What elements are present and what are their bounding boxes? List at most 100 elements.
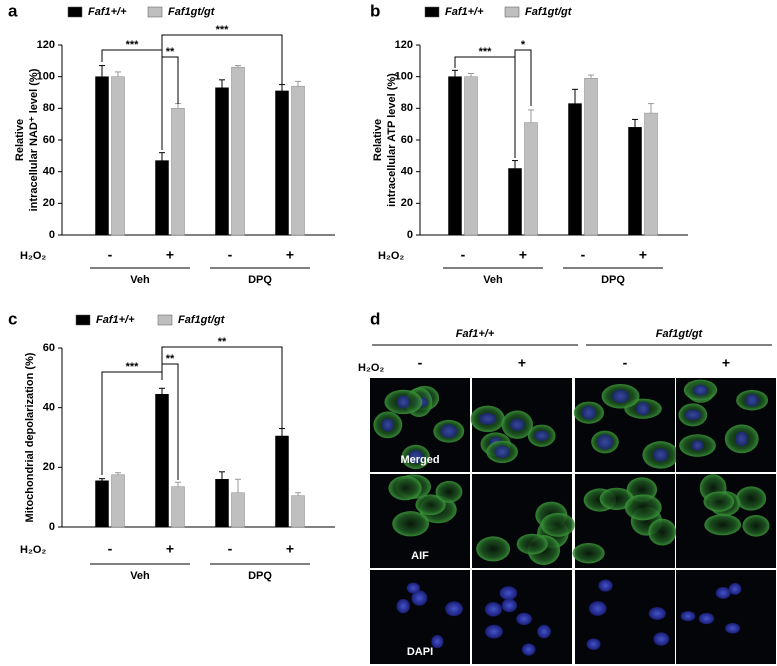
panel-letter: a [8,1,18,20]
error-bar [235,65,241,68]
bar [448,76,462,236]
bar [231,66,245,236]
group-label: DPQ [248,570,272,582]
y-tick-label: 60 [43,134,55,146]
group-label: DPQ [248,274,272,286]
micrograph [572,474,677,568]
legend-label: Faf1+/+ [96,314,135,326]
cell [624,494,662,521]
significance-bracket [161,56,179,150]
nucleus [728,583,742,595]
image-label: Merged [400,454,439,466]
y-tick-label: 60 [401,134,413,146]
micrograph [676,570,776,664]
cell [704,514,742,536]
cell [476,536,511,562]
x-tick-label: - [108,541,113,557]
error-bar [512,160,518,169]
nucleus [596,434,614,450]
y-axis-label: Mitochondrial depolarization (%) [24,352,36,522]
x-tick-label: + [519,247,527,263]
x-tick-label: + [166,541,174,557]
nucleus [635,401,651,416]
x-tick-label: + [166,247,174,263]
nucleus [725,622,741,634]
y-tick-label: 20 [43,197,55,209]
bar [291,495,305,528]
x-tick-label: - [581,247,586,263]
significance-label: *** [216,24,230,36]
legend-label: Faf1+/+ [445,6,484,18]
error-bar [219,471,225,480]
bar [171,108,185,236]
nucleus [408,449,424,464]
significance-bracket [101,371,163,475]
nucleus [691,440,704,451]
significance-label: ** [166,353,175,365]
error-bar [219,79,225,88]
bar [275,90,289,236]
significance-label: *** [126,361,140,373]
x-tick-label: - [461,247,466,263]
significance-bracket [514,49,532,106]
image-label: DAPI [407,646,433,658]
bar [95,480,109,528]
micrograph [676,474,776,568]
nucleus [680,611,696,622]
y-axis-label: intracellular ATP level (%) [386,73,398,207]
treatment-sign: - [418,355,423,371]
y-tick-label: 0 [49,229,55,241]
nucleus [396,395,411,409]
bar [111,474,125,528]
micrograph [470,378,572,472]
bar [275,435,289,528]
micrograph [472,570,572,664]
y-axis-label: Relative [372,119,384,161]
group-label: Veh [130,274,150,286]
y-tick-label: 40 [401,166,413,178]
nucleus [478,412,497,425]
panel-letter: b [370,1,380,20]
error-bar [572,88,578,104]
y-tick-label: 80 [401,102,413,114]
y-tick-label: 100 [37,71,55,83]
nucleus [381,418,395,432]
nucleus [648,607,666,620]
nucleus [431,634,444,649]
y-tick-label: 100 [395,71,413,83]
micrograph [472,474,575,568]
micrograph [573,378,679,472]
error-bar [295,80,301,87]
bar [215,87,229,236]
cell [736,486,767,511]
treatment-sign: + [518,355,526,371]
nucleus [445,601,463,617]
x-tick-label: + [639,247,647,263]
legend-label: Faf1gt/gt [168,6,216,18]
bar [291,85,305,236]
error-bar [175,103,181,109]
cell [703,491,735,512]
micrograph-bg [370,570,470,664]
y-axis-label: Relative [14,119,26,161]
legend-label: Faf1gt/gt [178,314,226,326]
nucleus [516,612,532,626]
legend-swatch [147,6,163,18]
error-bar [632,118,638,128]
bar [628,127,642,236]
significance-bracket [454,56,516,158]
genotype-label: Faf1+/+ [456,328,495,340]
significance-label: *** [126,39,140,51]
nucleus [509,418,525,432]
y-tick-label: 120 [37,39,55,51]
significance-label: * [521,39,526,51]
nucleus [652,448,669,462]
bar [155,160,169,236]
panel-letter: d [370,309,380,328]
significance-label: *** [479,46,493,58]
x-tick-label: + [286,541,294,557]
nucleus [501,598,518,613]
cell [648,518,677,546]
micrograph [370,570,470,664]
